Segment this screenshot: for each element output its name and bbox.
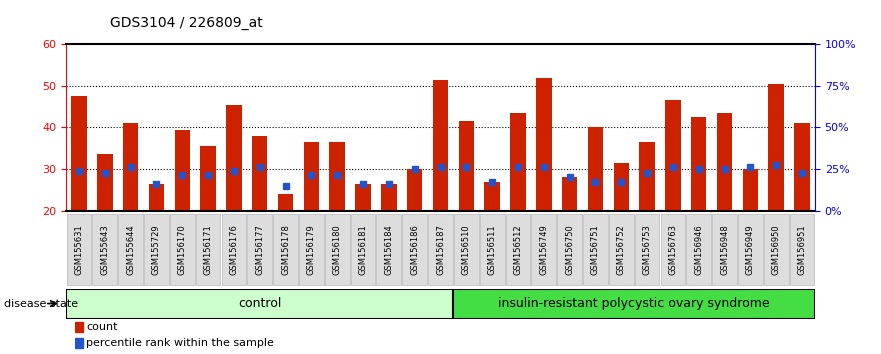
Text: GSM155729: GSM155729	[152, 224, 161, 275]
Bar	[200, 146, 216, 211]
Text: GSM156510: GSM156510	[462, 224, 470, 275]
Bar	[226, 104, 241, 211]
FancyBboxPatch shape	[789, 214, 814, 285]
FancyBboxPatch shape	[273, 214, 298, 285]
Text: GSM155643: GSM155643	[100, 224, 109, 275]
FancyBboxPatch shape	[661, 214, 685, 285]
FancyBboxPatch shape	[403, 214, 427, 285]
FancyBboxPatch shape	[686, 214, 711, 285]
Bar	[355, 184, 371, 211]
FancyBboxPatch shape	[738, 214, 763, 285]
FancyBboxPatch shape	[764, 214, 788, 285]
Text: disease state: disease state	[4, 298, 78, 309]
FancyBboxPatch shape	[428, 214, 453, 285]
Text: GSM156176: GSM156176	[229, 224, 239, 275]
Text: insulin-resistant polycystic ovary syndrome: insulin-resistant polycystic ovary syndr…	[499, 297, 770, 310]
Bar	[510, 113, 526, 211]
Text: GSM156753: GSM156753	[642, 224, 652, 275]
FancyBboxPatch shape	[531, 214, 556, 285]
FancyBboxPatch shape	[196, 214, 220, 285]
Bar	[97, 154, 113, 211]
Text: GSM156170: GSM156170	[178, 224, 187, 275]
FancyBboxPatch shape	[634, 214, 660, 285]
Bar	[304, 142, 319, 211]
Text: control: control	[238, 297, 281, 310]
FancyBboxPatch shape	[557, 214, 582, 285]
Text: GSM156179: GSM156179	[307, 224, 316, 275]
Text: GSM156763: GSM156763	[669, 224, 677, 275]
Bar	[407, 169, 422, 211]
FancyBboxPatch shape	[583, 214, 608, 285]
FancyBboxPatch shape	[93, 214, 117, 285]
Bar	[640, 142, 655, 211]
Text: GSM156948: GSM156948	[720, 224, 729, 275]
Bar	[588, 127, 603, 211]
Text: GSM156749: GSM156749	[539, 224, 548, 275]
FancyBboxPatch shape	[170, 214, 195, 285]
Text: GSM156752: GSM156752	[617, 224, 626, 275]
Text: count: count	[86, 322, 118, 332]
Bar	[71, 96, 86, 211]
Text: GSM155644: GSM155644	[126, 224, 135, 275]
Bar	[122, 123, 138, 211]
Bar	[252, 136, 268, 211]
FancyBboxPatch shape	[351, 214, 375, 285]
Text: GSM156171: GSM156171	[204, 224, 212, 275]
Bar	[381, 184, 396, 211]
Bar	[278, 194, 293, 211]
FancyBboxPatch shape	[325, 214, 350, 285]
Text: GSM156186: GSM156186	[411, 224, 419, 275]
FancyBboxPatch shape	[248, 214, 272, 285]
Text: GSM156949: GSM156949	[746, 224, 755, 275]
Bar	[329, 142, 345, 211]
Bar	[691, 117, 707, 211]
FancyBboxPatch shape	[221, 214, 247, 285]
Bar	[174, 130, 190, 211]
Text: GSM156178: GSM156178	[281, 224, 290, 275]
Text: GSM156184: GSM156184	[384, 224, 393, 275]
Text: percentile rank within the sample: percentile rank within the sample	[86, 338, 274, 348]
Text: GSM156950: GSM156950	[772, 224, 781, 275]
Text: GSM156187: GSM156187	[436, 224, 445, 275]
FancyBboxPatch shape	[376, 214, 401, 285]
Text: GSM156511: GSM156511	[488, 224, 497, 275]
Bar	[433, 80, 448, 211]
Bar	[795, 123, 810, 211]
Bar	[562, 177, 577, 211]
Text: GSM156951: GSM156951	[797, 224, 806, 275]
Text: GSM156512: GSM156512	[514, 224, 522, 275]
FancyBboxPatch shape	[67, 214, 92, 285]
Bar	[66, 289, 454, 319]
Bar	[613, 163, 629, 211]
Bar	[454, 289, 815, 319]
Bar	[485, 182, 500, 211]
Bar	[717, 113, 732, 211]
FancyBboxPatch shape	[144, 214, 169, 285]
Bar	[768, 84, 784, 211]
Text: GSM156177: GSM156177	[255, 224, 264, 275]
FancyBboxPatch shape	[118, 214, 143, 285]
Text: GSM156750: GSM156750	[565, 224, 574, 275]
Bar	[75, 322, 83, 332]
Text: GSM156180: GSM156180	[333, 224, 342, 275]
Text: GSM156946: GSM156946	[694, 224, 703, 275]
FancyBboxPatch shape	[506, 214, 530, 285]
Text: GDS3104 / 226809_at: GDS3104 / 226809_at	[110, 16, 263, 30]
FancyBboxPatch shape	[712, 214, 737, 285]
Bar	[75, 338, 83, 348]
Bar	[743, 169, 759, 211]
FancyBboxPatch shape	[299, 214, 324, 285]
FancyBboxPatch shape	[480, 214, 505, 285]
Bar	[459, 121, 474, 211]
Text: GSM155631: GSM155631	[75, 224, 84, 275]
Bar	[536, 78, 552, 211]
Bar	[665, 101, 681, 211]
FancyBboxPatch shape	[609, 214, 633, 285]
Text: GSM156751: GSM156751	[591, 224, 600, 275]
Bar	[149, 184, 164, 211]
FancyBboxPatch shape	[454, 214, 478, 285]
Text: GSM156181: GSM156181	[359, 224, 367, 275]
